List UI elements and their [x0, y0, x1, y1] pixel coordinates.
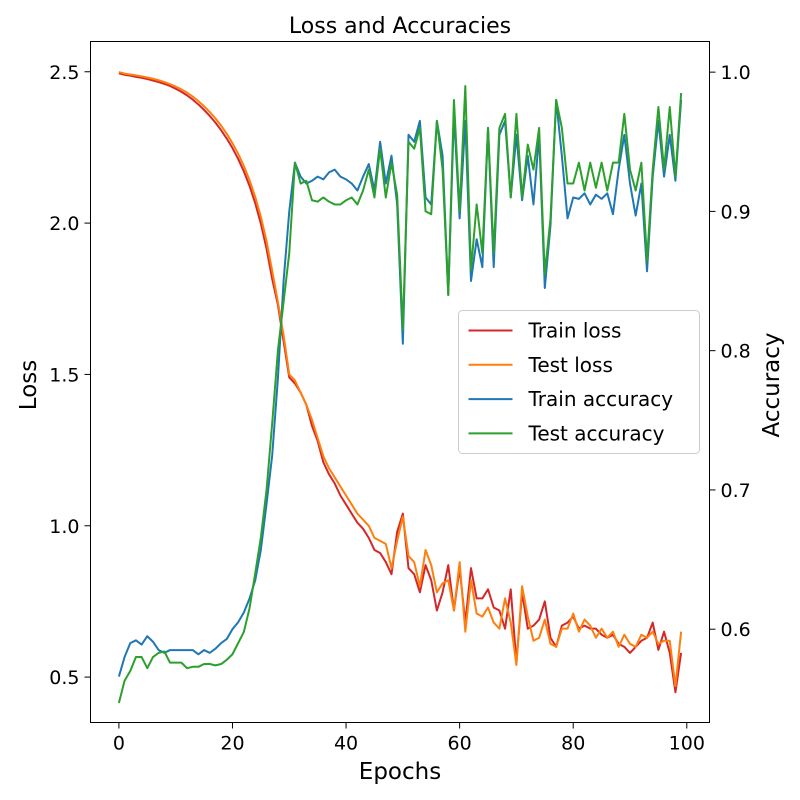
x-axis: 0 20 40 60 80 100	[113, 722, 705, 755]
legend-box	[458, 310, 700, 454]
plot-frame	[90, 41, 710, 723]
y-left-tick-label: 0.5	[49, 667, 79, 689]
x-tick-label: 20	[220, 733, 244, 755]
series-line-test-accuracy	[117, 85, 683, 704]
series-line-test-loss	[118, 71, 683, 688]
y-right-tick-label: 1.0	[721, 62, 751, 84]
y-left-tick-label: 2.5	[49, 62, 79, 84]
x-tick-label: 100	[669, 733, 705, 755]
legend-label: Test loss	[528, 353, 613, 377]
y-left-tick-label: 1.5	[49, 364, 79, 386]
x-axis-label: Epochs	[359, 759, 441, 785]
y-right-tick-label: 0.9	[721, 201, 751, 223]
y-axis-left-label: Loss	[16, 360, 42, 410]
legend-label: Test accuracy	[528, 421, 665, 445]
y-left-tick-label: 2.0	[49, 213, 79, 235]
legend-label: Train accuracy	[528, 387, 674, 411]
x-tick-label: 40	[334, 733, 358, 755]
y-right-tick-label: 0.7	[721, 480, 751, 502]
series-line-train-loss	[118, 72, 683, 694]
x-tick-label: 0	[113, 733, 125, 755]
y-right-tick-label: 0.8	[721, 341, 751, 363]
y-axis-left: 0.5 1.0 1.5 2.0 2.5	[49, 62, 91, 689]
series-layer	[117, 71, 683, 704]
y-left-tick-label: 1.0	[49, 516, 79, 538]
y-axis-right: 0.6 0.7 0.8 0.9 1.0	[709, 62, 751, 641]
y-axis-right-label: Accuracy	[759, 332, 785, 437]
x-tick-label: 80	[561, 733, 585, 755]
x-tick-label: 60	[448, 733, 472, 755]
legend: Train loss Test loss Train accuracy Test ac…	[458, 310, 700, 454]
legend-label: Train loss	[528, 319, 622, 343]
chart-title: Loss and Accuracies	[289, 14, 511, 39]
y-right-tick-label: 0.6	[721, 619, 751, 641]
